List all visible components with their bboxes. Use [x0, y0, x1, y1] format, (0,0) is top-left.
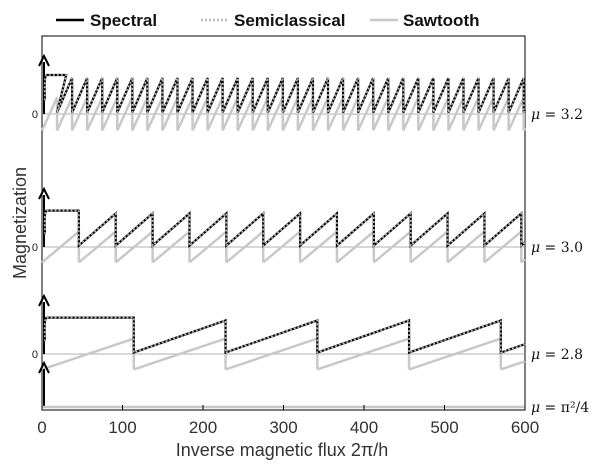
mu-value: = 3.2: [540, 107, 583, 123]
semiclassical-series: [43, 74, 526, 113]
mu-label: μ = 3.0: [531, 240, 583, 256]
zero-label: 0: [32, 349, 38, 361]
panels: 0 0 0: [32, 53, 527, 409]
mu-label: μ = 3.2: [531, 107, 583, 123]
spectral-series: [43, 209, 526, 249]
zero-label: 0: [32, 109, 38, 121]
x-tick-label: 300: [269, 418, 297, 437]
mu-label: μ = 2.8: [531, 347, 583, 363]
x-axis-ticks: 0 100 200 300 400 500 600: [37, 405, 539, 437]
zero-label: 0: [32, 242, 38, 254]
x-tick-label: 100: [108, 418, 136, 437]
mu-value: = 2.8: [540, 347, 583, 363]
mu-symbol: μ: [531, 240, 540, 256]
spectral-series: [43, 316, 526, 355]
delta-arrow-head: [38, 293, 50, 307]
mu-labels: μ = 3.2μ = 3.0μ = 2.8μ = π²/4: [531, 107, 589, 416]
x-axis-title: Inverse magnetic flux 2π/h: [176, 440, 389, 460]
panel-2: 0: [32, 293, 526, 371]
x-tick-label: 600: [511, 418, 539, 437]
semiclassical-series: [43, 316, 526, 354]
panel-3: [38, 360, 525, 409]
x-tick-label: 200: [189, 418, 217, 437]
legend-label-sawtooth: Sawtooth: [403, 11, 480, 30]
legend-label-semiclassical: Semiclassical: [234, 11, 346, 30]
legend: Spectral Semiclassical Sawtooth: [56, 11, 480, 30]
mu-label: μ = π²/4: [531, 400, 589, 416]
x-tick-label: 400: [350, 418, 378, 437]
mu-symbol: μ: [531, 400, 540, 416]
mu-value: = 3.0: [540, 240, 583, 256]
y-axis-title: Magnetization: [10, 167, 30, 279]
x-tick-label: 0: [37, 418, 46, 437]
panel-0: 0: [32, 53, 527, 132]
panel-1: 0: [32, 186, 526, 264]
mu-symbol: μ: [531, 347, 540, 363]
delta-arrow-head: [38, 186, 50, 200]
x-tick-label: 500: [430, 418, 458, 437]
semiclassical-series: [43, 209, 526, 248]
delta-arrow-head: [38, 360, 50, 374]
mu-symbol: μ: [531, 107, 540, 123]
mu-value: = π²/4: [540, 400, 589, 416]
delta-arrow-head: [38, 53, 50, 67]
legend-label-spectral: Spectral: [90, 11, 157, 30]
